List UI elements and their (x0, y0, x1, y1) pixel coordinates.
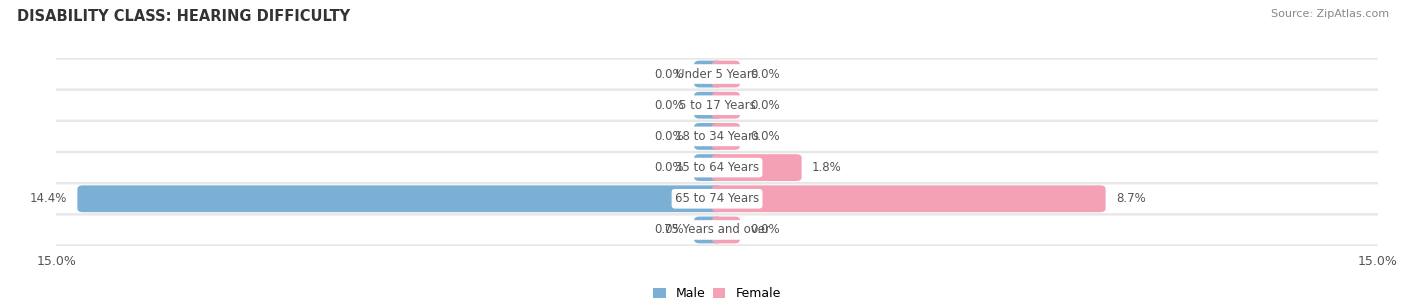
FancyBboxPatch shape (711, 92, 740, 119)
FancyBboxPatch shape (695, 92, 723, 119)
Text: 0.0%: 0.0% (751, 223, 780, 237)
FancyBboxPatch shape (49, 91, 1385, 119)
FancyBboxPatch shape (49, 185, 1385, 213)
Bar (0, 214, 1406, 246)
Text: 5 to 17 Years: 5 to 17 Years (679, 99, 755, 112)
Text: DISABILITY CLASS: HEARING DIFFICULTY: DISABILITY CLASS: HEARING DIFFICULTY (17, 9, 350, 24)
Legend: Male, Female: Male, Female (648, 282, 786, 304)
FancyBboxPatch shape (711, 60, 740, 88)
FancyBboxPatch shape (695, 123, 723, 150)
Text: 0.0%: 0.0% (654, 130, 685, 143)
Text: Under 5 Years: Under 5 Years (676, 67, 758, 81)
Text: 35 to 64 Years: 35 to 64 Years (675, 161, 759, 174)
FancyBboxPatch shape (77, 185, 723, 212)
Text: 0.0%: 0.0% (751, 130, 780, 143)
Text: 0.0%: 0.0% (751, 99, 780, 112)
Text: 14.4%: 14.4% (30, 192, 67, 205)
Text: 8.7%: 8.7% (1116, 192, 1146, 205)
FancyBboxPatch shape (49, 122, 1385, 151)
FancyBboxPatch shape (711, 154, 801, 181)
Text: 0.0%: 0.0% (751, 67, 780, 81)
Bar (0, 58, 1406, 90)
FancyBboxPatch shape (49, 216, 1385, 244)
FancyBboxPatch shape (695, 216, 723, 244)
FancyBboxPatch shape (711, 123, 740, 150)
FancyBboxPatch shape (711, 216, 740, 244)
Text: 65 to 74 Years: 65 to 74 Years (675, 192, 759, 205)
Text: 0.0%: 0.0% (654, 67, 685, 81)
Bar (0, 183, 1406, 214)
FancyBboxPatch shape (49, 60, 1385, 88)
Text: 0.0%: 0.0% (654, 223, 685, 237)
FancyBboxPatch shape (695, 60, 723, 88)
Bar (0, 121, 1406, 152)
Text: 18 to 34 Years: 18 to 34 Years (675, 130, 759, 143)
Text: 75 Years and over: 75 Years and over (664, 223, 770, 237)
Text: Source: ZipAtlas.com: Source: ZipAtlas.com (1271, 9, 1389, 19)
FancyBboxPatch shape (49, 153, 1385, 182)
Text: 0.0%: 0.0% (654, 99, 685, 112)
Text: 1.8%: 1.8% (811, 161, 842, 174)
Bar (0, 152, 1406, 183)
Bar (0, 90, 1406, 121)
FancyBboxPatch shape (695, 154, 723, 181)
Text: 0.0%: 0.0% (654, 161, 685, 174)
FancyBboxPatch shape (711, 185, 1105, 212)
